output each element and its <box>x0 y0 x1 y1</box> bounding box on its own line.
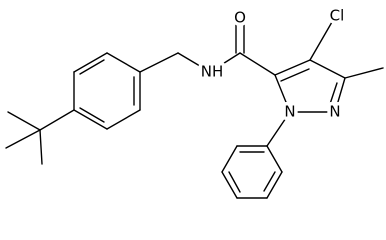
bond-inner <box>263 171 276 192</box>
bond <box>73 52 108 73</box>
bond <box>139 52 179 73</box>
bond <box>5 129 41 149</box>
bond <box>239 52 276 76</box>
bond <box>73 109 108 130</box>
bond <box>309 21 333 61</box>
bond <box>106 109 141 130</box>
molecule-diagram: O Cl NH N N <box>5 6 384 199</box>
bond <box>209 52 241 73</box>
bond <box>106 52 141 73</box>
bond-inner <box>228 171 241 193</box>
bond-inner <box>79 107 105 123</box>
atom-label: N <box>284 103 295 121</box>
bond-inner <box>328 82 338 108</box>
bond-inner <box>79 59 105 75</box>
bond <box>221 145 238 173</box>
bond <box>221 171 238 199</box>
bond <box>39 109 75 131</box>
bond <box>39 129 43 165</box>
bond <box>334 77 346 113</box>
bonds <box>5 21 384 199</box>
atom-label: Cl <box>330 7 345 25</box>
bond <box>274 74 291 113</box>
atom-label: O <box>234 9 246 27</box>
page: O Cl NH N N (() => { const data = JSON.p… <box>5 6 384 199</box>
bond <box>274 59 311 76</box>
bond <box>266 145 283 173</box>
bond <box>177 52 211 73</box>
bond <box>344 67 384 79</box>
atom-label: NH <box>201 63 224 81</box>
atom-label: N <box>329 103 340 121</box>
bond <box>309 59 346 79</box>
bond <box>7 111 41 131</box>
bond-inner <box>280 68 310 82</box>
bond <box>266 111 291 147</box>
bond <box>266 171 283 199</box>
